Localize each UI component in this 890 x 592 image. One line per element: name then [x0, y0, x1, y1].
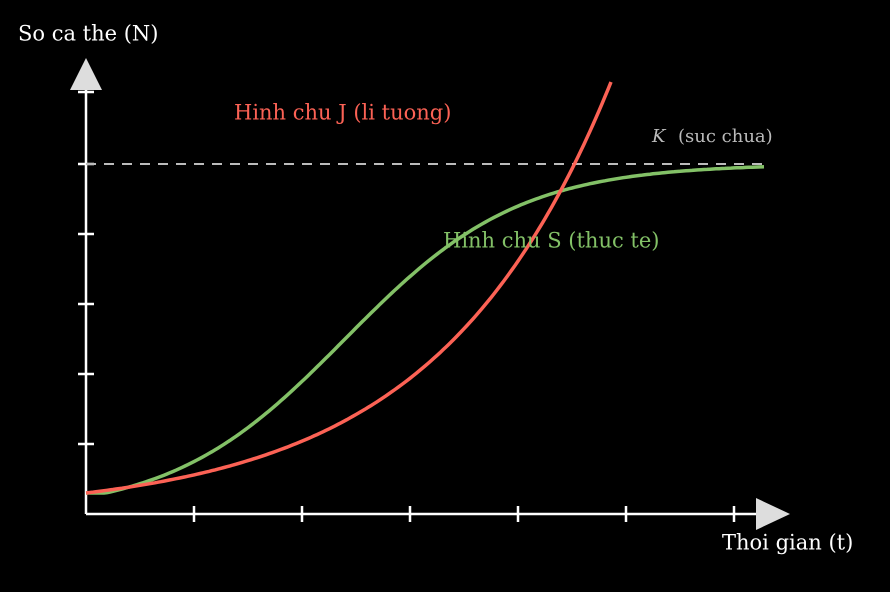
y-axis-label: So ca the (N) — [18, 22, 159, 46]
capacity-symbol: K — [651, 126, 667, 147]
ticks — [78, 90, 736, 522]
capacity-label: (suc chua) — [678, 126, 773, 147]
s-curve — [86, 165, 765, 495]
s-curve-label: Hinh chu S (thuc te) — [443, 229, 659, 253]
x-axis-label: Thoi gian (t) — [722, 531, 853, 555]
j-curve-label: Hinh chu J (li tuong) — [234, 101, 451, 125]
x-arrow — [756, 498, 790, 530]
y-arrow — [70, 58, 102, 90]
j-curve — [85, 81, 613, 495]
